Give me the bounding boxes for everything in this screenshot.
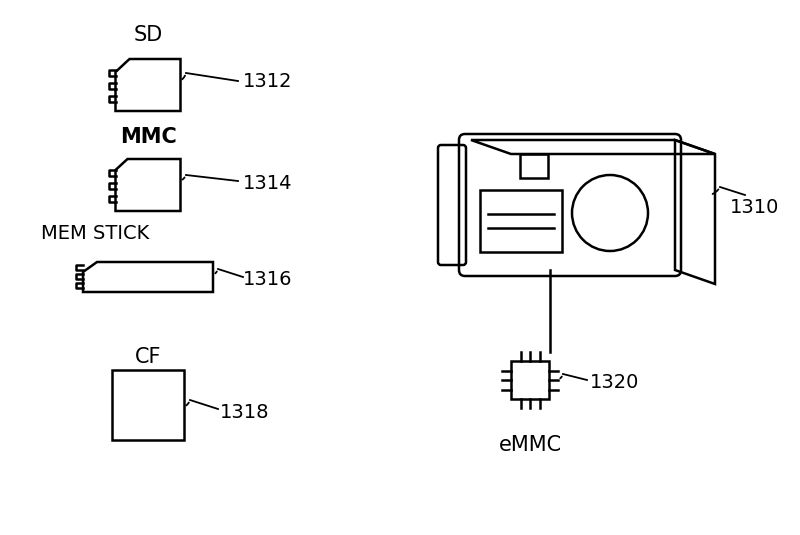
- Text: 1314: 1314: [243, 173, 293, 193]
- Text: 1312: 1312: [243, 72, 293, 90]
- Text: 1318: 1318: [220, 403, 270, 423]
- Text: MEM STICK: MEM STICK: [41, 224, 149, 243]
- Text: SD: SD: [134, 25, 162, 45]
- Text: eMMC: eMMC: [498, 435, 562, 455]
- Text: 1316: 1316: [243, 270, 293, 288]
- Bar: [511, 361, 549, 399]
- Text: CF: CF: [134, 347, 162, 367]
- Text: MMC: MMC: [120, 127, 176, 147]
- Bar: [520, 154, 548, 178]
- Text: 1310: 1310: [730, 197, 779, 217]
- Bar: [480, 190, 562, 252]
- Text: 1320: 1320: [590, 372, 639, 392]
- Bar: [112, 370, 184, 440]
